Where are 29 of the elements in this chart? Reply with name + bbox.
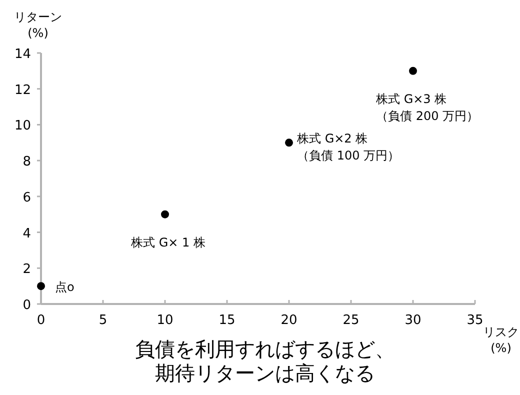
x-axis-title: リスク (%) xyxy=(483,325,519,355)
point xyxy=(285,138,293,147)
y-tick-label: 12 xyxy=(14,82,31,98)
y-tick-label: 8 xyxy=(22,154,31,170)
text: 負債を利用すればするほど、期待リターンは高くなる xyxy=(135,337,395,385)
x-tick-label: 15 xyxy=(218,313,236,328)
y-tick-label: 6 xyxy=(22,190,31,206)
x-tick-label: 0 xyxy=(36,313,46,328)
y-tick-label: 0 xyxy=(22,298,31,313)
y-tick-label: 10 xyxy=(14,118,31,134)
y-axis-title: リターン (%) xyxy=(14,10,62,40)
annotation: 株式 G× 1 株 xyxy=(130,235,206,250)
annotation: （負債 200 万円） xyxy=(376,108,479,123)
annotation: 株式 G×3 株 xyxy=(375,92,447,106)
point xyxy=(409,66,417,75)
y-tick-label: 2 xyxy=(22,262,31,278)
annotation: 点o xyxy=(55,280,74,294)
x-tick-label: 25 xyxy=(342,313,360,328)
y-tick-label: 14 xyxy=(14,47,31,62)
x-tick-label: 20 xyxy=(280,313,298,328)
annotation: 株式 G×2 株 xyxy=(296,132,368,146)
y-tick-label: 4 xyxy=(22,226,31,242)
annotation: （負債 100 万円） xyxy=(297,148,400,163)
x-tick-label: 5 xyxy=(98,313,108,328)
point xyxy=(37,282,45,290)
x-tick-label: 10 xyxy=(156,313,174,328)
x-tick-label: 30 xyxy=(404,313,422,328)
point xyxy=(161,210,169,218)
x-tick-label: 35 xyxy=(466,313,484,328)
